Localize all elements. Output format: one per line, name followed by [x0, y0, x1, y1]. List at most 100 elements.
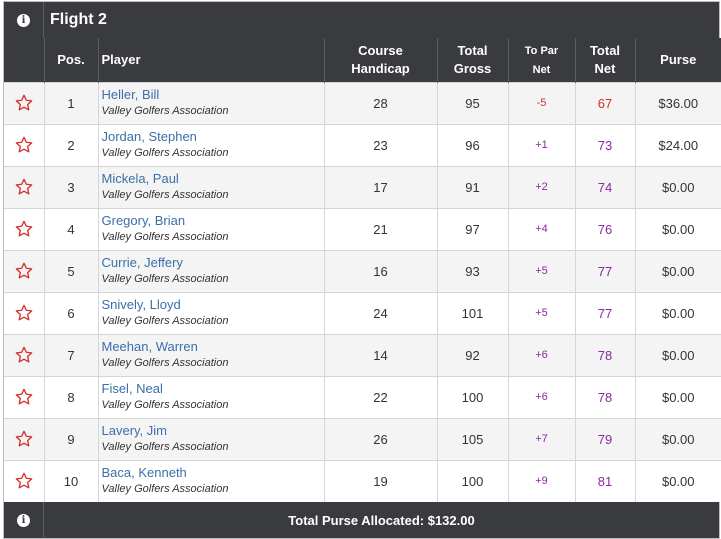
header-course-handicap[interactable]: Course Handicap: [324, 38, 438, 82]
purse-cell: $0.00: [635, 333, 721, 376]
header-total-net[interactable]: Total Net: [575, 38, 636, 82]
pos-cell: 10: [44, 459, 99, 502]
pos-cell: 5: [44, 249, 99, 292]
favorite-cell: [4, 81, 45, 124]
total-purse: Total Purse Allocated: $132.00: [288, 512, 475, 528]
player-cell: Lavery, Jim Valley Golfers Association: [98, 417, 325, 460]
player-club: Valley Golfers Association: [101, 315, 229, 327]
purse-cell: $0.00: [635, 417, 721, 460]
total-net-cell: 79: [575, 417, 636, 460]
player-name-link[interactable]: Jordan, Stephen: [101, 129, 197, 144]
player-club: Valley Golfers Association: [101, 231, 229, 243]
player-club: Valley Golfers Association: [101, 273, 229, 285]
favorite-cell: [4, 417, 45, 460]
pos-cell: 7: [44, 333, 99, 376]
total-gross-cell: 100: [437, 459, 509, 502]
course-handicap-cell: 24: [324, 291, 438, 334]
star-outline-icon[interactable]: [14, 471, 34, 491]
total-net-cell: 76: [575, 207, 636, 250]
total-gross-cell: 91: [437, 165, 509, 208]
purse-cell: $36.00: [635, 81, 721, 124]
flight-title: Flight 2: [50, 11, 107, 28]
info-button[interactable]: i: [4, 2, 44, 38]
table-row: 4 Gregory, Brian Valley Golfers Associatio…: [4, 207, 721, 250]
table-row: 8 Fisel, Neal Valley Golfers Association 22…: [4, 375, 721, 418]
table-row: 5 Currie, Jeffery Valley Golfers Associati…: [4, 249, 721, 292]
header-pos[interactable]: Pos.: [44, 38, 99, 82]
favorite-cell: [4, 165, 45, 208]
star-outline-icon[interactable]: [14, 429, 34, 449]
player-club: Valley Golfers Association: [101, 189, 229, 201]
star-outline-icon[interactable]: [14, 261, 34, 281]
header-favorite: [4, 38, 45, 82]
favorite-cell: [4, 459, 45, 502]
star-outline-icon[interactable]: [14, 387, 34, 407]
header-player[interactable]: Player: [98, 38, 325, 82]
player-club: Valley Golfers Association: [101, 399, 229, 411]
player-cell: Currie, Jeffery Valley Golfers Associatio…: [98, 249, 325, 292]
course-handicap-cell: 23: [324, 123, 438, 166]
player-name-link[interactable]: Heller, Bill: [101, 87, 160, 102]
player-name-link[interactable]: Meehan, Warren: [101, 339, 198, 354]
course-handicap-cell: 16: [324, 249, 438, 292]
player-cell: Heller, Bill Valley Golfers Association: [98, 81, 325, 124]
star-outline-icon[interactable]: [14, 177, 34, 197]
to-par-net-cell: +2: [508, 165, 576, 208]
header-to-par-net[interactable]: To Par Net: [508, 38, 576, 82]
player-club: Valley Golfers Association: [101, 483, 229, 496]
table-row: 6 Snively, Lloyd Valley Golfers Associatio…: [4, 291, 721, 334]
player-name-link[interactable]: Lavery, Jim: [101, 423, 168, 438]
course-handicap-cell: 19: [324, 459, 438, 502]
to-par-net-cell: +6: [508, 333, 576, 376]
favorite-cell: [4, 291, 45, 334]
header-purse[interactable]: Purse: [660, 51, 697, 67]
total-net-cell: 74: [575, 165, 636, 208]
player-club: Valley Golfers Association: [101, 441, 229, 453]
favorite-cell: [4, 333, 45, 376]
flight-header: i Flight 2: [4, 2, 719, 38]
star-outline-icon[interactable]: [14, 93, 34, 113]
to-par-net-cell: -5: [508, 81, 576, 124]
total-gross-cell: 101: [437, 291, 509, 334]
table-row: 10 Baca, Kenneth Valley Golfers Associatio…: [4, 459, 721, 502]
star-outline-icon[interactable]: [14, 345, 34, 365]
to-par-net-cell: +7: [508, 417, 576, 460]
player-club: Valley Golfers Association: [101, 147, 229, 159]
purse-cell: $0.00: [635, 375, 721, 418]
purse-cell: $0.00: [635, 291, 721, 334]
table-row: 1 Heller, Bill Valley Golfers Association 2…: [4, 81, 721, 124]
total-net-cell: 73: [575, 123, 636, 166]
star-outline-icon[interactable]: [14, 135, 34, 155]
player-cell: Gregory, Brian Valley Golfers Association: [98, 207, 325, 250]
leaderboard-panel: i Flight 2 Pos. Player Course Handicap To…: [3, 1, 721, 539]
favorite-cell: [4, 249, 45, 292]
player-name-link[interactable]: Baca, Kenneth: [101, 465, 187, 481]
total-gross-cell: 105: [437, 417, 509, 460]
header-total-gross[interactable]: Total Gross: [437, 38, 509, 82]
player-cell: Baca, Kenneth Valley Golfers Association: [98, 459, 325, 502]
star-outline-icon[interactable]: [14, 303, 34, 323]
table-header-row: Pos. Player Course Handicap Total Gross To…: [4, 38, 721, 82]
course-handicap-cell: 21: [324, 207, 438, 250]
total-net-cell: 67: [575, 81, 636, 124]
info-icon[interactable]: i: [17, 13, 30, 27]
total-gross-cell: 100: [437, 375, 509, 418]
purse-cell: $24.00: [635, 123, 721, 166]
star-outline-icon[interactable]: [14, 219, 34, 239]
player-name-link[interactable]: Mickela, Paul: [101, 171, 179, 186]
player-name-link[interactable]: Fisel, Neal: [101, 381, 163, 396]
player-name-link[interactable]: Snively, Lloyd: [101, 297, 181, 312]
player-name-link[interactable]: Gregory, Brian: [101, 213, 186, 228]
favorite-cell: [4, 375, 45, 418]
info-icon[interactable]: i: [17, 513, 30, 527]
to-par-net-cell: +5: [508, 291, 576, 334]
player-name-link[interactable]: Currie, Jeffery: [101, 255, 183, 270]
total-net-cell: 78: [575, 375, 636, 418]
player-cell: Fisel, Neal Valley Golfers Association: [98, 375, 325, 418]
purse-cell: $0.00: [635, 249, 721, 292]
course-handicap-cell: 17: [324, 165, 438, 208]
footer-info-button[interactable]: i: [4, 502, 44, 538]
player-cell: Mickela, Paul Valley Golfers Association: [98, 165, 325, 208]
table-footer: i Total Purse Allocated: $132.00: [4, 502, 719, 538]
to-par-net-cell: +5: [508, 249, 576, 292]
